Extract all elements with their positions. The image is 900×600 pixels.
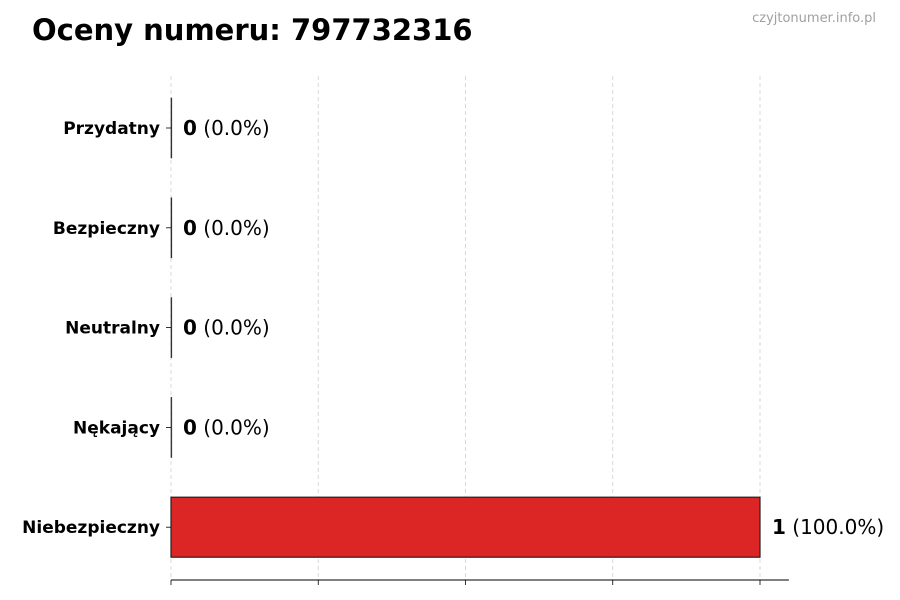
data-label-count: 0 — [183, 415, 197, 439]
data-label-percent: (0.0%) — [197, 216, 270, 240]
y-tick-label: Nękający — [73, 418, 160, 438]
data-label-percent: (100.0%) — [786, 515, 884, 539]
y-tick-label: Bezpieczny — [53, 219, 160, 239]
data-label: 0 (0.0%) — [183, 316, 270, 340]
data-label-count: 0 — [183, 116, 197, 140]
bar-przydatny — [170, 97, 173, 159]
data-label-count: 0 — [183, 216, 197, 240]
bar-niebezpieczny — [170, 496, 761, 558]
data-label: 0 (0.0%) — [183, 216, 270, 240]
data-label-percent: (0.0%) — [197, 116, 270, 140]
data-label: 1 (100.0%) — [772, 515, 884, 539]
bar-neutralny — [170, 297, 173, 358]
y-tick-label: Przydatny — [63, 119, 160, 139]
y-tick-label: Niebezpieczny — [22, 518, 160, 538]
y-tick-label: Neutralny — [65, 319, 160, 339]
data-label: 0 (0.0%) — [183, 116, 270, 140]
data-label-percent: (0.0%) — [197, 316, 270, 340]
data-label-count: 1 — [772, 515, 786, 539]
data-label-percent: (0.0%) — [197, 415, 270, 439]
bar-nękający — [170, 397, 173, 458]
data-label-count: 0 — [183, 316, 197, 340]
chart-title: Oceny numeru: 797732316 — [32, 13, 473, 47]
watermark: czyjtonumer.info.pl — [752, 11, 876, 26]
bar-bezpieczny — [170, 197, 173, 259]
data-label: 0 (0.0%) — [183, 415, 270, 439]
